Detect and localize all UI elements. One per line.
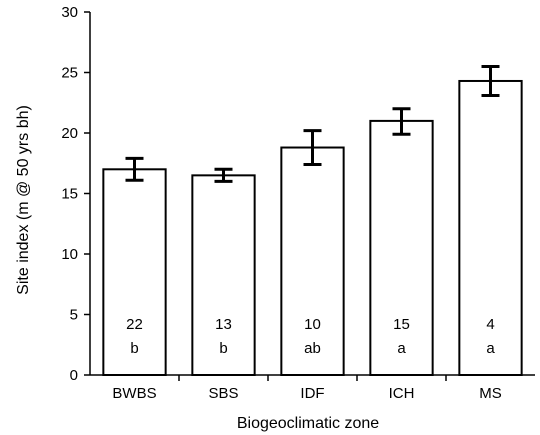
y-tick-label: 20 [61,125,78,142]
y-tick-label: 5 [70,307,78,324]
significance-letter: a [486,340,495,357]
sample-size-label: 13 [215,316,232,333]
significance-letter: a [397,340,406,357]
sample-size-label: 10 [304,316,321,333]
y-tick-label: 30 [61,4,78,21]
significance-letter: b [130,340,138,357]
bar-bwbs [102,168,167,376]
y-tick-label: 10 [61,246,78,263]
x-axis-title: Biogeoclimatic zone [237,415,379,432]
bar-sbs [191,174,256,376]
sample-size-label: 22 [126,316,143,333]
sample-size-label: 4 [486,316,494,333]
x-tick-label: BWBS [112,385,156,402]
bars: 22 b 13 b 10 ab 15 a 4 a [102,64,523,377]
significance-letter: b [219,340,227,357]
sample-size-label: 15 [393,316,410,333]
x-tick-label: ICH [389,385,415,402]
y-axis-title: Site index (m @ 50 yrs bh) [15,105,32,295]
bar-ich [369,119,434,377]
y-tick-label: 25 [61,65,78,82]
bar-idf [280,146,345,376]
x-tick-label: MS [479,385,502,402]
x-tick-label: IDF [300,385,324,402]
x-tick-label: SBS [208,385,238,402]
y-tick-label: 15 [61,186,78,203]
y-tick-label: 0 [70,367,78,384]
significance-letter: ab [304,340,321,357]
bar-ms [458,79,523,376]
axes: 0 5 10 15 20 25 30 BWBS SBS IDF ICH MS [61,4,535,402]
